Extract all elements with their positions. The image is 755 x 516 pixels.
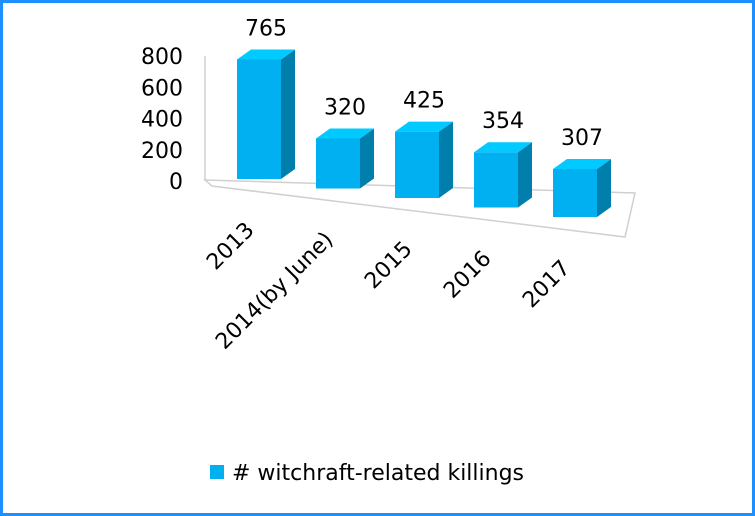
y-tick-label: 200 xyxy=(141,139,183,164)
bar-side xyxy=(360,128,374,189)
bar-front xyxy=(237,59,281,179)
legend-swatch xyxy=(210,465,224,479)
bar-front xyxy=(395,131,439,198)
y-tick-label: 800 xyxy=(141,45,183,70)
legend-label: # witchraft-related killings xyxy=(232,461,524,486)
bar xyxy=(474,142,532,208)
value-label: 765 xyxy=(245,16,287,41)
bar-side xyxy=(597,159,611,217)
bar-top xyxy=(237,49,295,60)
y-tick-label: 600 xyxy=(141,76,183,101)
bar xyxy=(316,128,374,189)
bar xyxy=(395,121,453,198)
bar xyxy=(553,159,611,217)
value-label: 354 xyxy=(482,109,524,134)
bar-side xyxy=(518,142,532,208)
bar-top xyxy=(316,128,374,139)
bar-top xyxy=(395,121,453,132)
bar xyxy=(237,49,295,179)
bar-front xyxy=(553,169,597,217)
value-label: 307 xyxy=(561,126,603,151)
value-label: 320 xyxy=(324,96,366,121)
bar-top xyxy=(474,142,532,153)
value-label: 425 xyxy=(403,89,445,114)
y-tick-label: 0 xyxy=(169,170,183,195)
bar-side xyxy=(439,121,453,198)
bar-side xyxy=(281,49,295,179)
bar-front xyxy=(316,138,360,189)
bar-top xyxy=(553,159,611,170)
y-tick-label: 400 xyxy=(141,108,183,133)
bar-front xyxy=(474,152,518,208)
